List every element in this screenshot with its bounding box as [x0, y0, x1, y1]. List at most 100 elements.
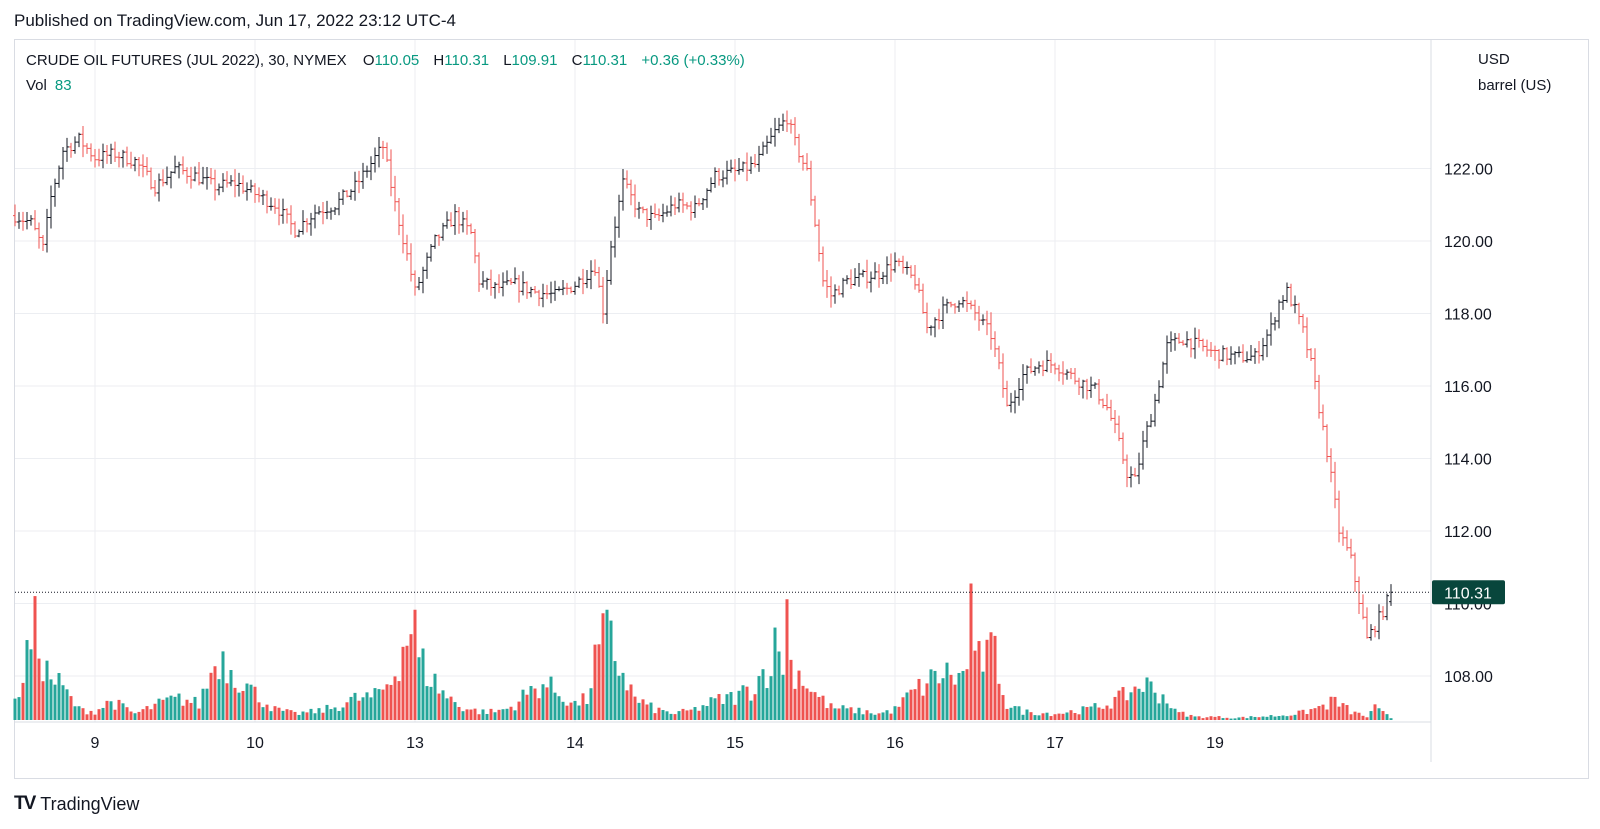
volume-bar: [1209, 716, 1213, 720]
volume-bar: [1085, 707, 1089, 720]
ohlc-bar: [569, 286, 573, 294]
volume-bar: [857, 707, 861, 720]
ohlc-bar: [749, 156, 753, 174]
ohlc-bar: [1025, 365, 1029, 384]
volume-bar: [13, 698, 17, 720]
ohlc-bar: [465, 210, 469, 235]
volume-bar: [889, 713, 893, 720]
volume-bar: [909, 689, 913, 720]
ohlc-bar: [697, 198, 701, 207]
ohlc-bar: [377, 137, 381, 168]
ohlc-bar: [73, 136, 77, 154]
ohlc-bar: [477, 252, 481, 292]
ohlc-bar: [665, 205, 669, 217]
volume-bar: [749, 700, 753, 720]
ohlc-bar: [421, 266, 425, 294]
ohlc-bar: [821, 246, 825, 287]
volume-bar: [1325, 709, 1329, 720]
ohlc-bar: [117, 151, 121, 168]
volume-bar: [1317, 706, 1321, 720]
ohlc-bar: [233, 169, 237, 198]
ohlc-bar: [373, 147, 377, 173]
volume-bar: [293, 711, 297, 720]
last-price-badge: [1432, 580, 1505, 605]
volume-bar: [241, 690, 245, 720]
volume-bar: [701, 705, 705, 720]
ohlc-bar: [1209, 342, 1213, 357]
ohlc-bar: [977, 305, 981, 331]
volume-bar: [601, 613, 605, 720]
ohlc-bar: [93, 148, 97, 168]
ohlc-bar: [761, 141, 765, 156]
ohlc-bar: [489, 269, 493, 296]
volume-bar: [561, 701, 565, 720]
volume-bar: [873, 714, 877, 720]
ohlc-bar: [481, 271, 485, 288]
volume-bar: [341, 707, 345, 720]
ohlc-bar: [617, 194, 621, 238]
volume-bar: [145, 706, 149, 720]
volume-bar: [369, 697, 373, 720]
ohlc-bar: [805, 153, 809, 171]
volume-bar: [1225, 717, 1229, 720]
ohlc-bar: [721, 170, 725, 188]
volume-bar: [621, 672, 625, 720]
ohlc-bar: [869, 271, 873, 293]
volume-bar: [1353, 711, 1357, 720]
volume-bar: [785, 599, 789, 720]
ohlc-bar: [545, 284, 549, 300]
volume-bar: [1177, 712, 1181, 720]
volume-bar: [1161, 694, 1165, 720]
ohlc-bar: [281, 198, 285, 224]
ohlc-bar: [225, 171, 229, 188]
ohlc-bar: [105, 144, 109, 164]
volume-bar: [1297, 710, 1301, 720]
ohlc-bar: [1041, 360, 1045, 377]
ohlc-bar: [145, 157, 149, 176]
ohlc-bar: [965, 291, 969, 313]
volume-bar: [1265, 716, 1269, 720]
ohlc-bar: [501, 272, 505, 297]
volume-bar: [841, 705, 845, 720]
ohlc-bar: [889, 253, 893, 282]
volume-bar: [1221, 718, 1225, 720]
volume-bar: [973, 650, 977, 720]
volume-bar: [1049, 716, 1053, 720]
volume-bar: [125, 707, 129, 720]
ohlc-bar: [1069, 368, 1073, 380]
volume-bar: [1193, 716, 1197, 720]
volume-bar: [1153, 692, 1157, 720]
ohlc-bar: [529, 286, 533, 298]
ohlc-bar: [277, 198, 281, 226]
tradingview-logo[interactable]: TV TradingView: [14, 793, 139, 815]
ohlc-bar: [661, 203, 665, 223]
ohlc-bar: [609, 240, 613, 285]
price-tick-label: 122.00: [1444, 162, 1493, 179]
volume-bar: [1145, 677, 1149, 720]
volume-bar: [317, 708, 321, 720]
volume-bar: [457, 706, 461, 720]
ohlc-bar: [469, 223, 473, 235]
ohlc-bar: [1001, 353, 1005, 398]
ohlc-bar: [97, 148, 101, 167]
volume-bar: [1173, 708, 1177, 720]
ohlc-bar: [1297, 302, 1301, 325]
volume-bar: [1233, 718, 1237, 720]
volume-bar: [657, 707, 661, 720]
ohlc-bar: [1321, 404, 1325, 431]
ohlc-bar: [737, 158, 741, 175]
ohlc-bar: [517, 274, 521, 303]
volume-value: 83: [54, 77, 72, 94]
ohlc-bar: [1077, 377, 1081, 396]
ohlc-bar: [985, 310, 989, 336]
ohlc-bar: [709, 177, 713, 193]
ohlc-bar: [981, 314, 985, 326]
volume-bar: [1337, 706, 1341, 720]
ohlc-bar: [1105, 393, 1109, 411]
ohlc-bar: [513, 267, 517, 285]
ohlc-bar: [485, 277, 489, 290]
ohlc-bar: [161, 169, 165, 187]
ohlc-bar: [557, 286, 561, 292]
volume-bar: [545, 687, 549, 720]
